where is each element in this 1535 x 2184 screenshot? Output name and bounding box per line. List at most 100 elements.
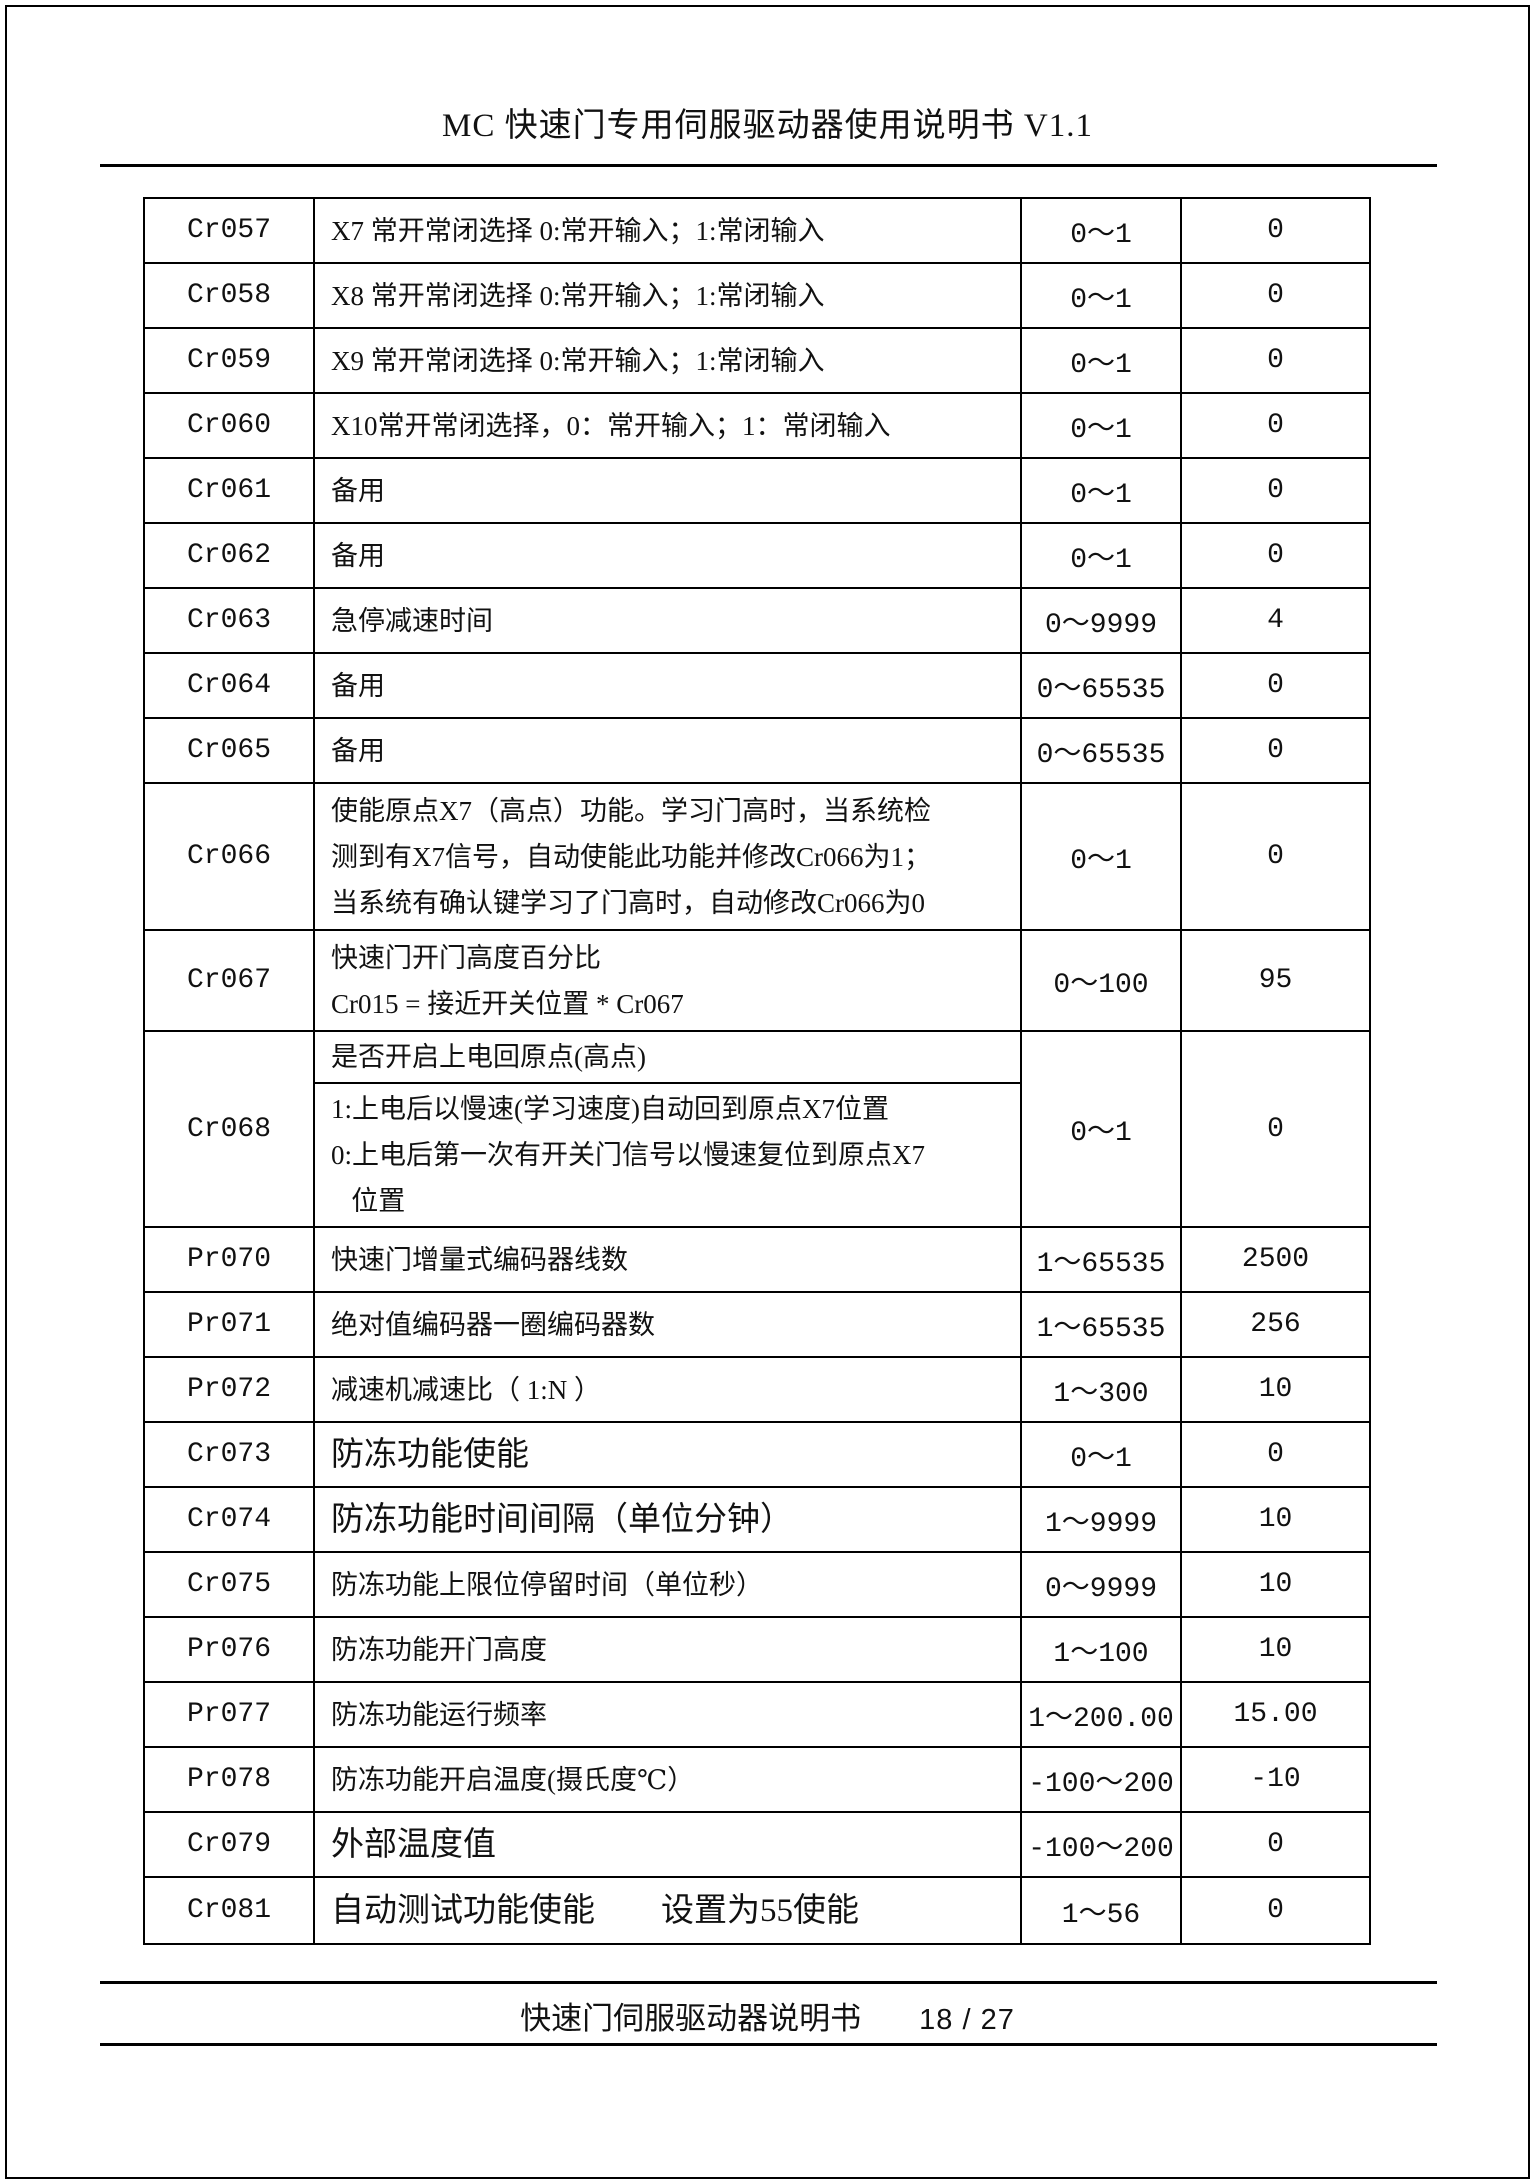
table-row: Pr070 快速门增量式编码器线数 1～65535 2500 <box>145 1228 1369 1293</box>
param-range: -100～200 <box>1022 1813 1182 1876</box>
param-desc: 防冻功能使能 <box>315 1423 1022 1486</box>
param-range: 0～1 <box>1022 524 1182 587</box>
param-desc: 是否开启上电回原点(高点) 1:上电后以慢速(学习速度)自动回到原点X7位置 0:… <box>315 1032 1022 1226</box>
param-default: 95 <box>1258 965 1293 996</box>
param-default: 0 <box>1267 410 1284 441</box>
param-range: 0～1 <box>1022 459 1182 522</box>
param-code: Pr077 <box>145 1683 315 1746</box>
param-default: 0 <box>1267 1895 1284 1926</box>
param-code: Cr065 <box>145 719 315 782</box>
param-code: Pr072 <box>145 1358 315 1421</box>
table-row: Cr061 备用 0～1 0 <box>145 459 1369 524</box>
param-code: Cr073 <box>145 1423 315 1486</box>
param-default: 2500 <box>1241 1244 1310 1275</box>
param-desc-top: 是否开启上电回原点(高点) <box>315 1032 1020 1084</box>
param-code: Cr068 <box>145 1032 315 1226</box>
param-table: Cr057 X7 常开常闭选择 0:常开输入；1:常闭输入 0～1 0 Cr058 X8 … <box>143 197 1371 1945</box>
param-desc: 快速门增量式编码器线数 <box>315 1228 1022 1291</box>
param-desc: 防冻功能开启温度(摄氏度℃） <box>315 1748 1022 1811</box>
param-range: 0～9999 <box>1022 589 1182 652</box>
param-range: 1～56 <box>1022 1878 1182 1943</box>
param-desc: 快速门开门高度百分比 Cr015 = 接近开关位置 * Cr067 <box>315 931 1022 1030</box>
param-desc: 备用 <box>315 654 1022 717</box>
param-code: Cr075 <box>145 1553 315 1616</box>
param-desc-bottom: 1:上电后以慢速(学习速度)自动回到原点X7位置 0:上电后第一次有开关门信号以… <box>331 1094 925 1216</box>
param-default: 10 <box>1258 1569 1293 1600</box>
param-code: Cr059 <box>145 329 315 392</box>
param-range: 1～65535 <box>1022 1293 1182 1356</box>
param-desc: 外部温度值 <box>315 1813 1022 1876</box>
param-desc: X9 常开常闭选择 0:常开输入；1:常闭输入 <box>315 329 1022 392</box>
table-row: Cr066 使能原点X7（高点）功能。学习门高时，当系统检 测到有X7信号，自动使… <box>145 784 1369 931</box>
param-code: Cr061 <box>145 459 315 522</box>
param-range: 1～200.00 <box>1022 1683 1182 1746</box>
param-default: 0 <box>1267 670 1284 701</box>
param-default: 0 <box>1267 1829 1284 1860</box>
param-desc: 备用 <box>315 459 1022 522</box>
param-range: 0～100 <box>1022 931 1182 1030</box>
param-code: Pr076 <box>145 1618 315 1681</box>
table-row: Cr058 X8 常开常闭选择 0:常开输入；1:常闭输入 0～1 0 <box>145 264 1369 329</box>
param-default: 0 <box>1267 345 1284 376</box>
param-range: 0～1 <box>1022 329 1182 392</box>
table-row: Cr065 备用 0～65535 0 <box>145 719 1369 784</box>
param-code: Cr074 <box>145 1488 315 1551</box>
header-rule <box>100 164 1437 167</box>
param-default: -10 <box>1250 1764 1301 1795</box>
param-range: 0～65535 <box>1022 719 1182 782</box>
param-desc: 备用 <box>315 719 1022 782</box>
param-default: 15.00 <box>1233 1699 1318 1730</box>
param-range: 1～65535 <box>1022 1228 1182 1291</box>
param-default: 0 <box>1267 475 1284 506</box>
footer-doc-name: 快速门伺服驱动器说明书 <box>520 2001 862 2036</box>
param-desc: X10常开常闭选择，0：常开输入；1：常闭输入 <box>315 394 1022 457</box>
param-range: 0～1 <box>1022 199 1182 262</box>
param-range: 0～1 <box>1022 264 1182 327</box>
param-code: Cr067 <box>145 931 315 1030</box>
page-footer: 快速门伺服驱动器说明书 18 / 27 <box>0 1993 1535 2038</box>
param-desc: 防冻功能运行频率 <box>315 1683 1022 1746</box>
param-desc: 减速机减速比（ 1:N ） <box>315 1358 1022 1421</box>
param-default: 4 <box>1267 605 1284 636</box>
param-desc: 自动测试功能使能 设置为55使能 <box>315 1878 1022 1943</box>
param-range: 0～1 <box>1022 1032 1182 1226</box>
param-desc: X7 常开常闭选择 0:常开输入；1:常闭输入 <box>315 199 1022 262</box>
footer-page-number: 18 / 27 <box>919 2004 1015 2036</box>
param-default: 10 <box>1258 1374 1293 1405</box>
param-default: 0 <box>1267 215 1284 246</box>
table-row: Cr079 外部温度值 -100～200 0 <box>145 1813 1369 1878</box>
table-row: Cr060 X10常开常闭选择，0：常开输入；1：常闭输入 0～1 0 <box>145 394 1369 459</box>
param-range: 1～9999 <box>1022 1488 1182 1551</box>
param-code: Pr070 <box>145 1228 315 1291</box>
param-range: 0～1 <box>1022 1423 1182 1486</box>
param-default: 10 <box>1258 1634 1293 1665</box>
table-row: Cr081 自动测试功能使能 设置为55使能 1～56 0 <box>145 1878 1369 1943</box>
param-desc: 使能原点X7（高点）功能。学习门高时，当系统检 测到有X7信号，自动使能此功能并… <box>315 784 1022 929</box>
param-desc: 防冻功能开门高度 <box>315 1618 1022 1681</box>
footer-rule-bottom <box>100 2043 1437 2046</box>
table-row: Cr063 急停减速时间 0～9999 4 <box>145 589 1369 654</box>
param-default: 10 <box>1258 1504 1293 1535</box>
param-code: Cr058 <box>145 264 315 327</box>
param-range: 0～65535 <box>1022 654 1182 717</box>
param-default: 0 <box>1267 841 1284 872</box>
param-code: Cr064 <box>145 654 315 717</box>
param-default: 0 <box>1267 735 1284 766</box>
param-default: 256 <box>1250 1309 1301 1340</box>
param-code: Cr079 <box>145 1813 315 1876</box>
table-row: Cr062 备用 0～1 0 <box>145 524 1369 589</box>
param-code: Pr071 <box>145 1293 315 1356</box>
table-row: Cr068 是否开启上电回原点(高点) 1:上电后以慢速(学习速度)自动回到原点X7… <box>145 1032 1369 1228</box>
table-row: Cr059 X9 常开常闭选择 0:常开输入；1:常闭输入 0～1 0 <box>145 329 1369 394</box>
param-range: -100～200 <box>1022 1748 1182 1811</box>
param-code: Cr063 <box>145 589 315 652</box>
table-row: Pr078 防冻功能开启温度(摄氏度℃） -100～200 -10 <box>145 1748 1369 1813</box>
table-row: Cr064 备用 0～65535 0 <box>145 654 1369 719</box>
table-row: Pr071 绝对值编码器一圈编码器数 1～65535 256 <box>145 1293 1369 1358</box>
param-range: 1～300 <box>1022 1358 1182 1421</box>
table-row: Cr074 防冻功能时间间隔（单位分钟） 1～9999 10 <box>145 1488 1369 1553</box>
table-row: Pr077 防冻功能运行频率 1～200.00 15.00 <box>145 1683 1369 1748</box>
param-code: Cr081 <box>145 1878 315 1943</box>
param-desc: 急停减速时间 <box>315 589 1022 652</box>
param-code: Cr066 <box>145 784 315 929</box>
